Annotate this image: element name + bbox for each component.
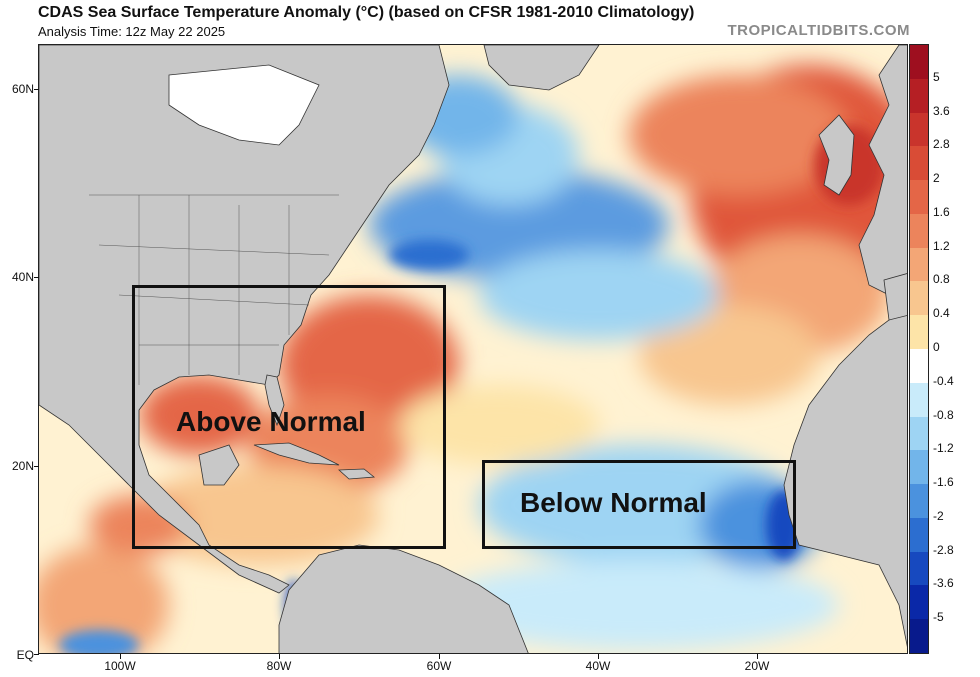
- below-normal-label: Below Normal: [520, 487, 707, 518]
- lat-label-20n: 20N: [11, 459, 34, 473]
- lon-tick-20w: [757, 654, 758, 659]
- africa-landmass: [783, 306, 907, 648]
- colorbar-segment: [910, 180, 928, 215]
- lat-tick-eq: [34, 654, 39, 655]
- anomaly-field: [39, 65, 907, 653]
- lon-tick-60w: [439, 654, 440, 659]
- yucatan-peninsula: [198, 444, 240, 486]
- colorbar-segment: [910, 551, 928, 586]
- colorbar-tick-label: -5: [933, 610, 944, 625]
- british-isles: [818, 114, 855, 196]
- lat-tick-20n: [34, 466, 39, 467]
- colorbar-tick-label: -2.8: [933, 542, 954, 557]
- lon-tick-40w: [598, 654, 599, 659]
- lat-label-60n: 60N: [11, 82, 34, 96]
- map-canvas: [39, 45, 907, 653]
- colorbar-segment: [910, 382, 928, 418]
- watermark: TROPICALTIDBITS.COM: [727, 22, 910, 39]
- below-normal-box: [482, 460, 796, 549]
- florida-peninsula: [264, 374, 285, 427]
- colorbar-tick-label: -3.6: [933, 576, 954, 591]
- colorbar-segment: [910, 112, 928, 147]
- lon-label-80w: 80W: [266, 659, 292, 673]
- above-normal-box: [132, 285, 446, 549]
- colorbar-segment: [910, 619, 928, 654]
- colorbar-tick-label: -2: [933, 508, 944, 523]
- above-normal-label: Above Normal: [176, 406, 366, 437]
- colorbar-tick-label: 5: [933, 69, 940, 84]
- colorbar-segment: [910, 281, 928, 316]
- colorbar-segment: [910, 450, 928, 485]
- colorbar-tick-label: 0.4: [933, 306, 950, 321]
- colorbar-segment: [910, 247, 928, 282]
- hudson-bay-ice: [168, 64, 320, 146]
- lon-label-20w: 20W: [744, 659, 770, 673]
- colorbar-segment: [910, 349, 928, 384]
- colorbar-segment: [910, 416, 928, 451]
- lat-label-eq: EQ: [16, 648, 34, 662]
- colorbar-tick-label: 3.6: [933, 103, 950, 118]
- colorbar-tick-label: -1.6: [933, 475, 954, 490]
- lon-tick-80w: [279, 654, 280, 659]
- lat-tick-60n: [34, 89, 39, 90]
- lat-tick-40n: [34, 277, 39, 278]
- colorbar-tick-label: 2.8: [933, 137, 950, 152]
- colorbar-tick-label: 1.6: [933, 204, 950, 219]
- colorbar-tick-label: 2: [933, 171, 940, 186]
- lon-label-40w: 40W: [585, 659, 611, 673]
- colorbar-segment: [910, 585, 928, 620]
- analysis-time: Analysis Time: 12z May 22 2025: [38, 24, 226, 39]
- sst-anomaly-map: [38, 44, 908, 654]
- colorbar-tick-label: 0: [933, 340, 940, 354]
- colorbar-tick-label: -0.4: [933, 373, 954, 388]
- colorbar-tick-label: -0.8: [933, 407, 954, 422]
- lon-label-60w: 60W: [426, 659, 452, 673]
- colorbar-tick-label: 1.2: [933, 238, 950, 253]
- lat-label-40n: 40N: [11, 270, 34, 284]
- colorbar-segment: [910, 146, 928, 181]
- cuba-island: [253, 442, 340, 466]
- colorbar-tick-label: 0.8: [933, 272, 950, 287]
- colorbar-tick-label: -1.2: [933, 441, 954, 456]
- lon-tick-100w: [120, 654, 121, 659]
- map-title: CDAS Sea Surface Temperature Anomaly (°C…: [38, 4, 695, 21]
- colorbar-segment: [910, 213, 928, 249]
- colorbar-segment: [910, 78, 928, 114]
- lon-label-100w: 100W: [104, 659, 136, 673]
- iberia-landmass: [883, 273, 907, 321]
- hispaniola-island: [338, 468, 376, 480]
- north-america-landmass: [39, 45, 450, 594]
- colorbar-segment: [910, 517, 928, 553]
- colorbar-segment: [910, 315, 928, 350]
- colorbar-segment: [910, 484, 928, 519]
- colorbar: [909, 44, 929, 654]
- greenland-landmass: [483, 45, 600, 91]
- colorbar-segment: [910, 45, 928, 80]
